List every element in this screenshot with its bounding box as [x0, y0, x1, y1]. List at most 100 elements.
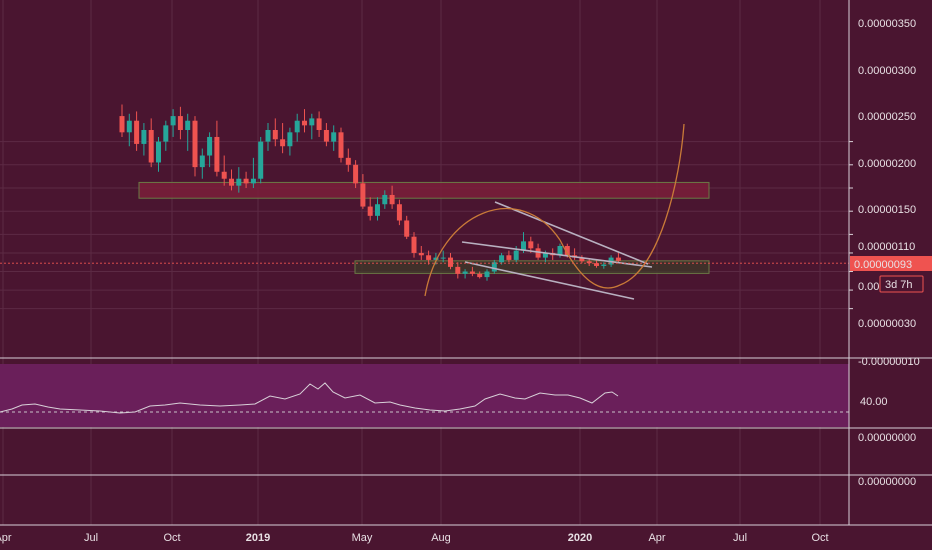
candle-body — [148, 130, 154, 163]
time-axis-label: Aug — [431, 532, 451, 544]
countdown-label: 3d 7h — [885, 279, 913, 291]
time-axis-label: Jul — [733, 532, 747, 544]
candle-body — [433, 257, 439, 260]
rsi-level-label: 40.00 — [860, 396, 888, 408]
candle-body — [411, 236, 417, 253]
candle-body — [353, 164, 359, 184]
candle-body — [287, 132, 293, 147]
candle-body — [521, 241, 526, 251]
candle-body — [345, 157, 351, 165]
channel-top-line — [494, 201, 649, 265]
rsi-third-label: 0.00000000 — [858, 476, 916, 488]
candle-body — [375, 204, 380, 216]
candle-body — [265, 130, 271, 142]
candle-body — [448, 257, 453, 267]
candle-body — [177, 116, 183, 130]
candle-body — [243, 178, 249, 184]
candle-body — [586, 261, 592, 264]
last-price-badge — [850, 256, 932, 271]
candle-body — [199, 155, 205, 168]
price-axis-label: 0.00000300 — [858, 65, 916, 77]
candle-body — [170, 116, 176, 126]
time-axis-label: Apr — [648, 532, 665, 544]
candle-body — [528, 241, 534, 249]
candle-body — [484, 271, 490, 278]
time-axis-label: Apr — [0, 532, 12, 544]
candle-body — [119, 116, 125, 133]
candle-body — [207, 136, 213, 156]
candle-body — [542, 252, 548, 258]
candle-body — [499, 255, 505, 263]
candle-body — [360, 183, 366, 207]
candle-body — [594, 263, 599, 266]
candle-body — [185, 120, 191, 130]
time-axis-label: May — [352, 532, 373, 544]
candle-body — [258, 141, 264, 179]
price-axis-label: -0.00000010 — [858, 356, 920, 368]
candle-body — [615, 257, 621, 261]
countdown-badge — [879, 275, 924, 293]
price-axis-label: 0.00000200 — [858, 158, 916, 170]
price-axis-label: 0.00000030 — [858, 318, 916, 330]
candle-body — [396, 204, 402, 221]
channel-lower-line — [464, 261, 635, 300]
rsi-band — [0, 364, 849, 427]
candle-body — [506, 255, 512, 260]
candle-body — [469, 271, 475, 274]
candle-body — [272, 130, 278, 140]
candle-body — [404, 220, 410, 237]
candle-body — [579, 257, 585, 262]
candle-body — [323, 130, 329, 142]
candle-body — [367, 206, 373, 216]
candle-body — [229, 178, 234, 186]
candle-body — [426, 255, 432, 260]
candle-body — [280, 139, 286, 147]
candle-body — [236, 178, 242, 186]
projection-curve — [559, 123, 685, 289]
candle-body — [250, 178, 256, 184]
candle-body — [477, 273, 483, 278]
candle-body — [163, 125, 169, 142]
candle-body — [382, 194, 388, 205]
candle-body — [389, 194, 395, 205]
candle-body — [462, 271, 468, 274]
price-axis-label: 0.00000350 — [858, 18, 916, 30]
price-axis-label: 0.00000150 — [858, 204, 916, 216]
candle-body — [221, 171, 227, 179]
price-axis-label: 0.00000250 — [858, 111, 916, 123]
candle-body — [455, 266, 461, 274]
projection-arc — [424, 208, 561, 297]
candle-body — [331, 132, 337, 142]
candle-body — [418, 252, 424, 256]
support-zone — [354, 260, 710, 274]
candle-body — [601, 264, 607, 266]
resistance-zone — [138, 181, 710, 199]
candle-body — [557, 246, 563, 256]
candle-body — [302, 120, 307, 126]
rsi-line — [0, 382, 619, 414]
candle-body — [294, 120, 300, 133]
candle-body — [564, 246, 570, 256]
candle-body — [316, 118, 322, 130]
time-axis-label: Oct — [163, 532, 180, 544]
candle-body — [192, 120, 198, 168]
candle-body — [440, 257, 446, 259]
price-axis-label: 0.000 — [858, 281, 886, 293]
time-axis-label: 2020 — [568, 532, 592, 544]
candle-body — [141, 130, 147, 144]
time-axis-label: 2019 — [246, 532, 270, 544]
candle-body — [309, 118, 315, 126]
candle-body — [214, 136, 220, 172]
candle-body — [535, 248, 541, 258]
time-axis-label: Oct — [811, 532, 828, 544]
candle-body — [134, 120, 140, 144]
price-axis-label: 0.00000110 — [858, 241, 915, 253]
candle-body — [338, 132, 344, 158]
candle-body — [126, 120, 132, 133]
time-axis-label: Jul — [84, 532, 98, 544]
last-price-label: 0.00000093 — [854, 259, 912, 271]
candle-body — [156, 141, 161, 163]
candle-body — [513, 250, 519, 260]
